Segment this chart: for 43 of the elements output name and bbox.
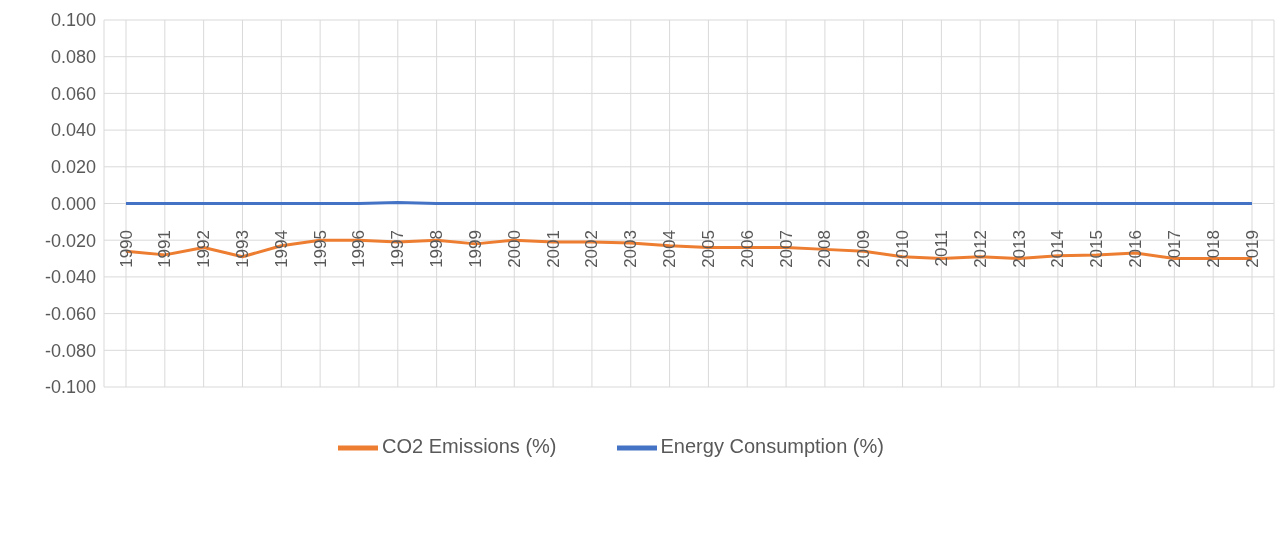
y-tick-label: -0.100 (44, 377, 96, 398)
y-tick-label: 0.060 (50, 83, 96, 104)
x-tick-label: 2018 (1203, 230, 1223, 268)
x-tick-label: 1992 (194, 230, 214, 268)
x-tick-label: 1999 (465, 230, 485, 268)
x-tick-label: 1997 (388, 230, 408, 268)
x-tick-label: 1995 (310, 230, 330, 268)
x-tick-label: 2001 (543, 230, 563, 268)
x-tick-label: 2006 (737, 230, 757, 268)
x-tick-label: 1991 (155, 230, 175, 268)
y-tick-label: 0.020 (50, 157, 96, 178)
x-tick-label: 2019 (1242, 230, 1262, 268)
x-tick-label: 2017 (1164, 230, 1184, 268)
x-tick-label: 1994 (271, 230, 291, 268)
x-tick-label: 2009 (854, 230, 874, 268)
y-tick-label: 0.000 (50, 193, 96, 214)
y-tick-label: 0.080 (50, 47, 96, 68)
y-tick-label: -0.080 (44, 340, 96, 361)
x-tick-label: 2003 (621, 230, 641, 268)
x-tick-label: 2000 (504, 230, 524, 268)
x-tick-label: 2012 (970, 230, 990, 268)
x-tick-label: 2005 (698, 230, 718, 268)
x-tick-label: 2015 (1087, 230, 1107, 268)
y-tick-label: -0.060 (44, 303, 96, 324)
legend-label: Energy Consumption (%) (660, 435, 884, 458)
x-tick-label: 2002 (582, 230, 602, 268)
x-tick-label: 2016 (1126, 230, 1146, 268)
x-tick-label: 2014 (1048, 230, 1068, 268)
x-tick-label: 2010 (893, 230, 913, 268)
x-tick-label: 1998 (427, 230, 447, 268)
x-tick-label: 2007 (776, 230, 796, 268)
x-tick-label: 1996 (349, 230, 369, 268)
x-tick-label: 2013 (1009, 230, 1029, 268)
x-tick-label: 2004 (660, 230, 680, 268)
x-tick-label: 2011 (931, 230, 951, 267)
x-tick-label: 2008 (815, 230, 835, 268)
y-tick-label: -0.040 (44, 267, 96, 288)
y-tick-label: -0.020 (44, 230, 96, 251)
legend-label: CO2 Emissions (%) (382, 435, 557, 458)
x-tick-label: 1993 (232, 230, 252, 268)
x-tick-label: 1990 (116, 230, 136, 268)
y-tick-label: 0.100 (50, 10, 96, 31)
y-tick-label: 0.040 (50, 120, 96, 141)
